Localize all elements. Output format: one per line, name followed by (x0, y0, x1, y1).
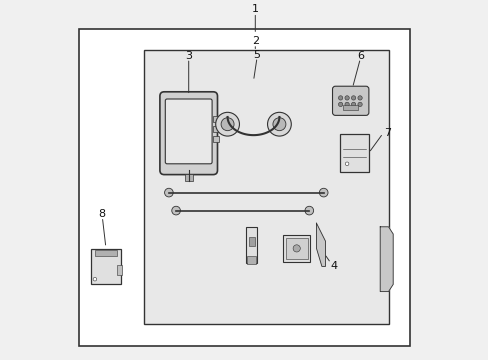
Circle shape (338, 96, 342, 100)
Circle shape (344, 102, 348, 107)
Bar (246, 256, 256, 264)
Circle shape (267, 112, 291, 136)
Text: 3: 3 (185, 51, 192, 61)
Circle shape (351, 96, 355, 100)
Text: 7: 7 (383, 128, 390, 138)
Bar (95, 250, 116, 256)
FancyBboxPatch shape (160, 92, 217, 175)
Circle shape (221, 118, 234, 131)
Circle shape (215, 112, 239, 136)
Bar (143, 50, 387, 324)
Bar (245, 227, 257, 263)
Text: 1: 1 (251, 4, 258, 14)
FancyBboxPatch shape (332, 86, 368, 116)
Bar (283, 235, 309, 262)
Bar (213, 116, 219, 122)
Polygon shape (316, 223, 325, 266)
Circle shape (164, 188, 173, 197)
Bar (117, 265, 122, 275)
Text: 4: 4 (329, 261, 337, 271)
Circle shape (357, 96, 362, 100)
Text: 6: 6 (356, 51, 363, 61)
Circle shape (351, 102, 355, 107)
Bar (285, 238, 307, 259)
Circle shape (171, 206, 180, 215)
Circle shape (345, 162, 348, 166)
Text: 2: 2 (251, 36, 258, 46)
Bar (184, 174, 192, 181)
Bar (79, 29, 409, 346)
Bar (248, 238, 254, 247)
Bar (213, 136, 219, 142)
FancyBboxPatch shape (165, 99, 212, 164)
Text: 5: 5 (253, 50, 260, 60)
Circle shape (319, 188, 327, 197)
Bar (90, 249, 121, 284)
Bar (343, 105, 357, 110)
Circle shape (357, 102, 362, 107)
Circle shape (93, 277, 97, 281)
Circle shape (272, 118, 285, 131)
Circle shape (338, 102, 342, 107)
Circle shape (305, 206, 313, 215)
Text: 8: 8 (99, 209, 105, 219)
Circle shape (292, 245, 300, 252)
Polygon shape (380, 227, 392, 292)
Bar (339, 134, 368, 172)
Bar (213, 126, 219, 132)
Circle shape (344, 96, 348, 100)
